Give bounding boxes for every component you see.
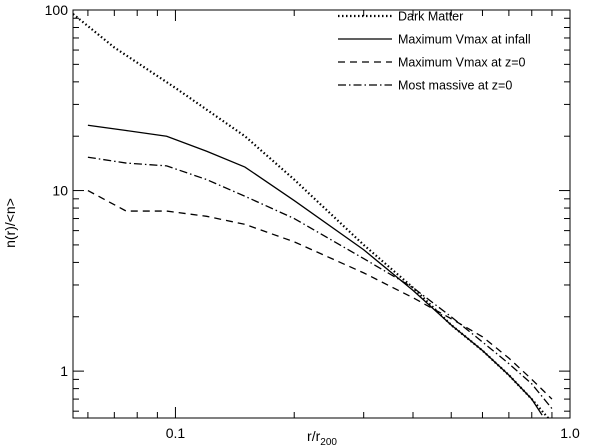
y-tick-label: 1 bbox=[60, 363, 68, 379]
y-tick-label: 100 bbox=[45, 2, 69, 18]
x-axis-label: r/r200 bbox=[307, 428, 337, 448]
y-tick-label: 10 bbox=[52, 183, 68, 199]
legend-label: Most massive at z=0 bbox=[398, 79, 512, 93]
legend-label: Dark Matter bbox=[398, 10, 463, 24]
series-line-1 bbox=[73, 13, 550, 418]
x-tick-label: 0.1 bbox=[166, 425, 186, 441]
legend: Dark Matter Maximum Vmax at infall Maximum… bbox=[338, 10, 531, 93]
x-axis-label-sub: 200 bbox=[320, 437, 337, 448]
x-tick-label: 1.0 bbox=[560, 425, 580, 441]
series-line-2 bbox=[87, 124, 543, 416]
legend-label: Maximum Vmax at z=0 bbox=[398, 56, 526, 70]
plot-area bbox=[72, 9, 571, 419]
series-line-3 bbox=[87, 189, 553, 400]
series-layer bbox=[73, 13, 553, 418]
plot-frame bbox=[72, 9, 571, 419]
ticks-layer: 0.1 1.0 1 10 100 bbox=[45, 2, 580, 441]
x-axis-label-main: r/r bbox=[307, 428, 321, 444]
y-axis-label: n(r)/<n> bbox=[2, 198, 18, 248]
series-line-4 bbox=[87, 156, 553, 410]
legend-label: Maximum Vmax at infall bbox=[398, 33, 531, 47]
